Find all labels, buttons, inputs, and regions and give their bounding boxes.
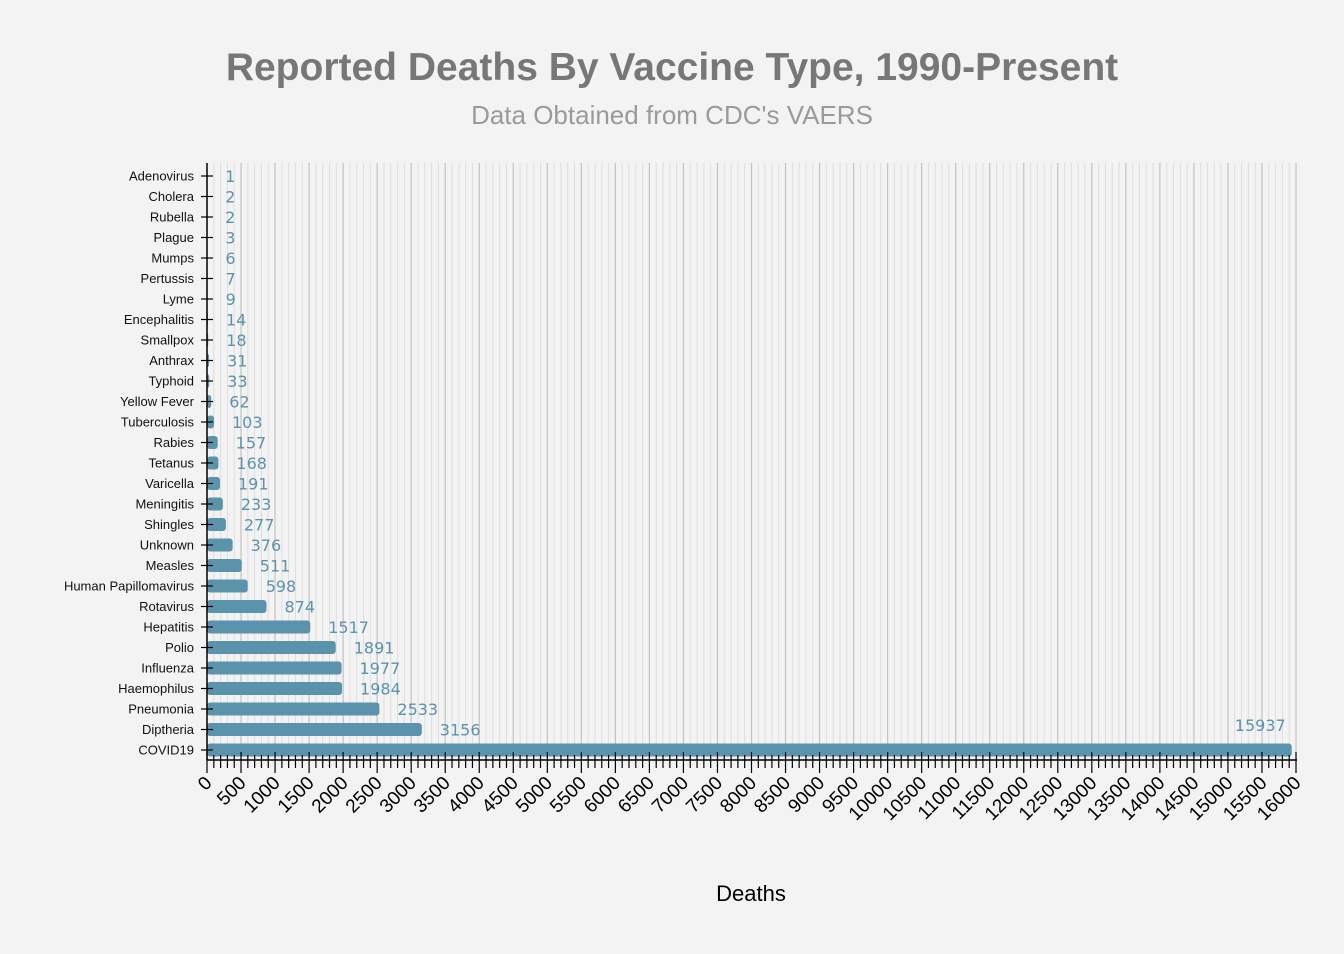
bar — [207, 702, 380, 716]
data-label: 31 — [227, 352, 247, 371]
x-tick-label: 8000 — [716, 773, 761, 818]
data-label: 157 — [236, 434, 267, 453]
x-tick-label: 4000 — [444, 773, 489, 818]
data-label: 191 — [238, 475, 269, 494]
x-tick-label: 7000 — [648, 773, 693, 818]
data-label: 2 — [225, 188, 235, 207]
x-tick-label: 7500 — [682, 773, 727, 818]
y-tick-label: Smallpox — [141, 333, 195, 348]
data-label: 1517 — [328, 618, 369, 637]
x-tick-label: 9000 — [784, 773, 829, 818]
y-tick-label: Tetanus — [148, 456, 194, 471]
y-tick-label: Influenza — [141, 661, 195, 676]
y-tick-label: Shingles — [144, 517, 194, 532]
y-tick-label: Rotavirus — [139, 599, 194, 614]
data-label: 277 — [244, 516, 275, 535]
x-tick-label: 1000 — [240, 773, 285, 818]
x-axis: 0500100015002000250030003500400045005000… — [194, 752, 1306, 825]
y-tick-label: Unknown — [140, 538, 194, 553]
bar — [207, 579, 248, 593]
data-label: 1 — [225, 167, 235, 186]
y-tick-label: Rubella — [150, 210, 195, 225]
x-tick-label: 5500 — [546, 773, 591, 818]
data-label: 103 — [232, 413, 263, 432]
data-label: 1984 — [360, 680, 401, 699]
bar — [207, 538, 233, 552]
data-label: 9 — [226, 290, 236, 309]
data-label: 233 — [241, 495, 272, 514]
x-tick-label: 1500 — [274, 773, 319, 818]
data-label: 1891 — [354, 639, 395, 658]
x-tick-label: 2500 — [342, 773, 387, 818]
y-tick-label: Meningitis — [135, 497, 194, 512]
y-tick-label: Rabies — [154, 435, 195, 450]
y-tick-label: Haemophilus — [118, 681, 194, 696]
x-tick-label: 3500 — [410, 773, 455, 818]
chart-subtitle: Data Obtained from CDC's VAERS — [471, 100, 873, 130]
data-label: 168 — [236, 454, 267, 473]
y-tick-label: Anthrax — [149, 353, 194, 368]
data-label: 14 — [226, 311, 246, 330]
x-tick-label: 0 — [194, 773, 216, 795]
data-label: 7 — [225, 270, 235, 289]
y-tick-label: Hepatitis — [143, 620, 194, 635]
data-label: 2 — [225, 208, 235, 227]
y-tick-label: Pneumonia — [128, 702, 195, 717]
data-label: 376 — [251, 536, 282, 555]
y-tick-label: Mumps — [151, 251, 194, 266]
y-tick-label: Diptheria — [142, 722, 195, 737]
y-tick-label: Yellow Fever — [120, 394, 195, 409]
y-tick-label: Measles — [146, 558, 195, 573]
y-tick-label: Typhoid — [148, 374, 194, 389]
y-axis: Adenovirus Cholera Rubella Plague Mumps Pertu… — [64, 163, 213, 760]
x-tick-label: 2000 — [308, 773, 353, 818]
data-label: 15937 — [1235, 716, 1286, 735]
data-label: 3 — [225, 229, 235, 248]
x-tick-label: 6500 — [614, 773, 659, 818]
y-tick-label: Varicella — [145, 476, 195, 491]
bar — [207, 559, 242, 572]
grid-lines — [213, 163, 1297, 760]
data-label: 33 — [227, 372, 247, 391]
x-tick-label: 3000 — [376, 773, 421, 818]
y-tick-label: Plague — [154, 230, 194, 245]
y-tick-label: Cholera — [148, 189, 194, 204]
x-tick-label: 8500 — [750, 773, 795, 818]
x-tick-label: 4500 — [478, 773, 523, 818]
data-label: 6 — [225, 249, 235, 268]
bar — [207, 497, 223, 511]
y-tick-label: Tuberculosis — [121, 415, 195, 430]
x-tick-label: 6000 — [580, 773, 625, 818]
y-tick-label: Polio — [165, 640, 194, 655]
y-tick-label: Lyme — [163, 292, 194, 307]
bar — [207, 477, 220, 490]
bar — [207, 743, 1292, 757]
data-label: 598 — [266, 577, 297, 596]
data-label: 2533 — [397, 700, 438, 719]
data-label: 18 — [226, 331, 246, 350]
bar — [207, 723, 422, 736]
bar — [207, 682, 343, 695]
x-tick-label: 5000 — [512, 773, 557, 818]
bar — [207, 518, 226, 531]
y-tick-label: Pertussis — [141, 271, 195, 286]
data-label: 874 — [284, 598, 315, 617]
data-label: 1977 — [360, 659, 401, 678]
bar — [207, 641, 336, 654]
y-tick-label: Human Papillomavirus — [64, 579, 195, 594]
bar — [207, 661, 342, 675]
y-tick-label: COVID19 — [138, 743, 194, 758]
chart-title: Reported Deaths By Vaccine Type, 1990-Pr… — [226, 46, 1118, 89]
y-tick-label: Encephalitis — [124, 312, 195, 327]
data-label: 511 — [260, 557, 291, 576]
bar — [207, 620, 311, 634]
x-axis-label: Deaths — [716, 881, 786, 906]
y-tick-label: Adenovirus — [129, 169, 195, 184]
data-label: 62 — [229, 393, 249, 412]
bar — [207, 600, 267, 613]
data-label: 3156 — [440, 721, 481, 740]
